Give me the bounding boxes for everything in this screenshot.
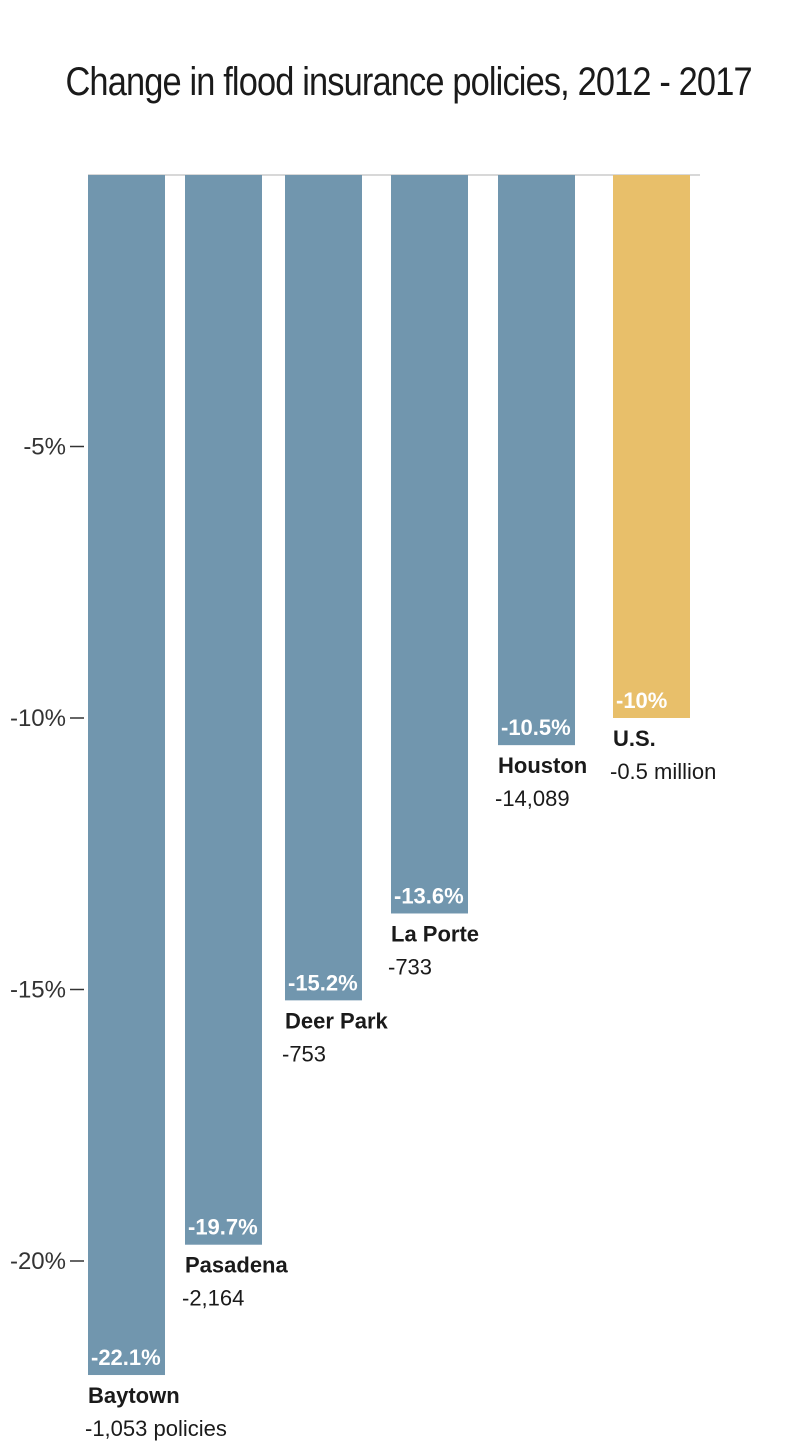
bar-category-label: Houston (498, 753, 587, 778)
bar-value-label: -13.6% (394, 883, 464, 908)
y-tick-label: -5% (23, 434, 66, 461)
y-tick-label: -15% (10, 977, 66, 1004)
bar-u-s (613, 175, 690, 718)
bar-value-label: -15.2% (288, 970, 358, 995)
bar-deer-park (285, 175, 362, 1001)
bar-count-label: -1,053 policies (85, 1416, 227, 1441)
bar-labels: -22.1% Baytown -1,053 policies -19.7% Pasade… (85, 688, 716, 1441)
bar-pasadena (185, 175, 262, 1245)
bar-houston (498, 175, 575, 746)
bar-count-label: -2,164 (182, 1286, 244, 1311)
bars (88, 175, 690, 1376)
bar-category-label: Baytown (88, 1383, 180, 1408)
y-axis: -5% -10% -15% -20% (10, 434, 84, 1275)
bar-value-label: -22.1% (91, 1345, 161, 1370)
chart-title: Change in flood insurance policies, 2012… (65, 60, 752, 104)
bar-baytown (88, 175, 165, 1376)
bar-value-label: -10% (616, 688, 667, 713)
bar-count-label: -733 (388, 954, 432, 979)
bar-category-label: La Porte (391, 921, 479, 946)
bar-la-porte (391, 175, 468, 914)
bar-value-label: -19.7% (188, 1215, 258, 1240)
y-tick-label: -20% (10, 1248, 66, 1275)
bar-category-label: Pasadena (185, 1253, 288, 1278)
bar-value-label: -10.5% (501, 715, 571, 740)
bar-count-label: -753 (282, 1041, 326, 1066)
bar-category-label: Deer Park (285, 1008, 389, 1033)
bar-count-label: -0.5 million (610, 759, 716, 784)
y-tick-label: -10% (10, 705, 66, 732)
bar-count-label: -14,089 (495, 786, 570, 811)
bar-category-label: U.S. (613, 726, 656, 751)
